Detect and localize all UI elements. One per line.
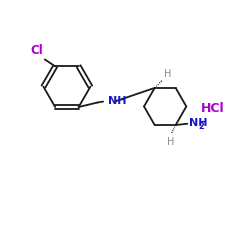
Text: HCl: HCl	[201, 102, 224, 116]
Text: H: H	[167, 136, 174, 146]
Text: 2: 2	[198, 122, 204, 132]
Text: NH: NH	[189, 118, 207, 128]
Text: H: H	[164, 69, 172, 79]
Text: NH: NH	[108, 96, 126, 106]
Text: Cl: Cl	[31, 44, 44, 58]
